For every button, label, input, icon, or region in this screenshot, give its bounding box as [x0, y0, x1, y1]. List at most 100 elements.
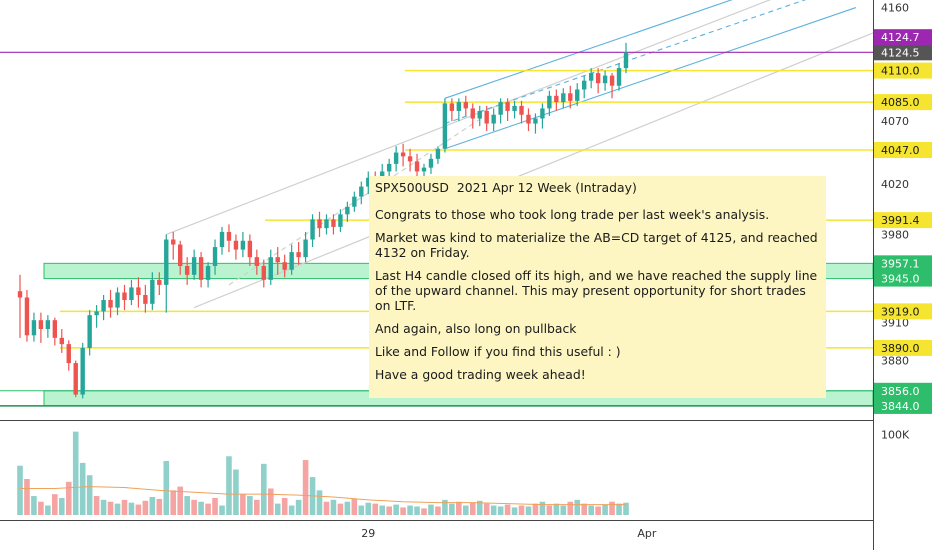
volume-bar	[93, 496, 100, 515]
volume-bar	[344, 501, 351, 515]
candle-body	[456, 102, 462, 111]
volume-bar	[205, 503, 211, 515]
candle-body	[171, 239, 176, 245]
candle-body	[87, 315, 92, 348]
volume-bar	[274, 503, 281, 515]
note-line-6: Have a good trading week ahead!	[375, 367, 586, 382]
candle-body	[595, 73, 601, 84]
level-tag-2-bg	[874, 94, 932, 111]
candle-body	[435, 148, 441, 159]
volume-bar	[135, 504, 142, 515]
volume-bar	[24, 479, 30, 515]
candle-body	[386, 163, 392, 172]
candle-body	[623, 52, 629, 69]
volume-bar	[449, 503, 455, 515]
volume-bar	[337, 503, 344, 515]
volume-bar	[330, 499, 337, 515]
volume-bar	[504, 504, 511, 515]
level-tag-3: 4047.0	[881, 144, 920, 157]
level-tag-3-bg	[874, 142, 932, 159]
volume-bar	[393, 504, 399, 515]
zone-top-tag-2: 3856.0	[881, 385, 920, 398]
volume-bar	[177, 486, 184, 515]
volume-bar	[539, 501, 546, 515]
candle-body	[428, 158, 434, 168]
volume-bar	[476, 500, 483, 515]
y-tick-label: 3910	[881, 317, 909, 330]
zone-bottom-tag-2: 3844.0	[881, 400, 920, 413]
candle-body	[164, 239, 169, 285]
volume-bar	[260, 463, 267, 515]
volume-bar	[435, 506, 441, 515]
candle-body	[498, 102, 503, 115]
volume-bar	[483, 503, 490, 515]
x-tick-label: 29	[361, 527, 375, 540]
volume-bar	[184, 496, 190, 515]
volume-bar	[100, 499, 107, 515]
candle-body	[303, 239, 308, 258]
candle-body	[94, 311, 99, 316]
volume-bar	[163, 461, 170, 515]
volume-bar	[128, 502, 135, 515]
channel-upper-line	[444, 0, 733, 99]
volume-bar	[609, 501, 615, 515]
volume-bar	[469, 502, 476, 515]
candle-body	[136, 287, 141, 295]
candle-body	[73, 363, 78, 395]
candle-body	[568, 93, 573, 101]
candle-body	[393, 152, 399, 164]
level-tag-1: 4110.0	[881, 65, 920, 78]
parallel-line-1	[166, 0, 772, 236]
volume-bar	[302, 460, 309, 515]
level-tag-1-bg	[874, 62, 932, 79]
current-price-tag: 4124.5	[881, 46, 920, 59]
volume-bar	[198, 501, 204, 515]
candle-body	[80, 347, 85, 395]
level-tag-5: 3919.0	[881, 305, 920, 318]
volume-ma-line	[20, 486, 626, 506]
volume-bar	[490, 505, 497, 515]
volume-bar	[65, 481, 72, 515]
note-line-4: And again, also long on pullback	[375, 321, 577, 336]
candle-body	[38, 320, 44, 330]
volume-bar	[233, 469, 239, 515]
volume-bar	[247, 496, 253, 515]
level-tag-6: 3890.0	[881, 342, 920, 355]
candle-body	[338, 214, 343, 227]
volume-bar	[623, 502, 629, 515]
candle-body	[150, 279, 155, 304]
candle-body	[512, 105, 517, 111]
level-tag-4: 3991.4	[881, 214, 920, 227]
volume-bar	[386, 506, 392, 515]
zone-top-tag-1-bg	[874, 255, 932, 272]
candle-body	[122, 292, 127, 301]
candle-body	[45, 320, 51, 330]
candle-body	[31, 320, 37, 336]
candle-body	[184, 265, 190, 275]
volume-bar	[511, 507, 518, 515]
volume-bar	[379, 505, 386, 515]
volume-bar	[602, 504, 608, 515]
volume-bar	[107, 501, 114, 515]
volume-bar	[240, 494, 246, 515]
candle-body	[17, 291, 23, 298]
y-tick-label: 3980	[881, 228, 909, 241]
candle-body	[247, 240, 253, 258]
zone-bottom-tag-1: 3945.0	[881, 273, 920, 286]
volume-bar	[421, 508, 427, 515]
volume-bar	[316, 490, 323, 515]
candle-body	[108, 300, 113, 308]
volume-bar	[351, 498, 358, 515]
y-tick-label: 3880	[881, 355, 909, 368]
volume-bar	[456, 501, 462, 515]
level-tag-5-bg	[874, 303, 932, 320]
candle-body	[129, 287, 134, 301]
volume-bar	[52, 494, 58, 515]
candle-body	[407, 156, 413, 162]
candle-body	[24, 297, 30, 336]
candle-body	[540, 108, 545, 119]
candle-body	[205, 265, 211, 280]
candle-body	[101, 300, 106, 312]
zone-top-tag-2-bg	[874, 382, 932, 399]
